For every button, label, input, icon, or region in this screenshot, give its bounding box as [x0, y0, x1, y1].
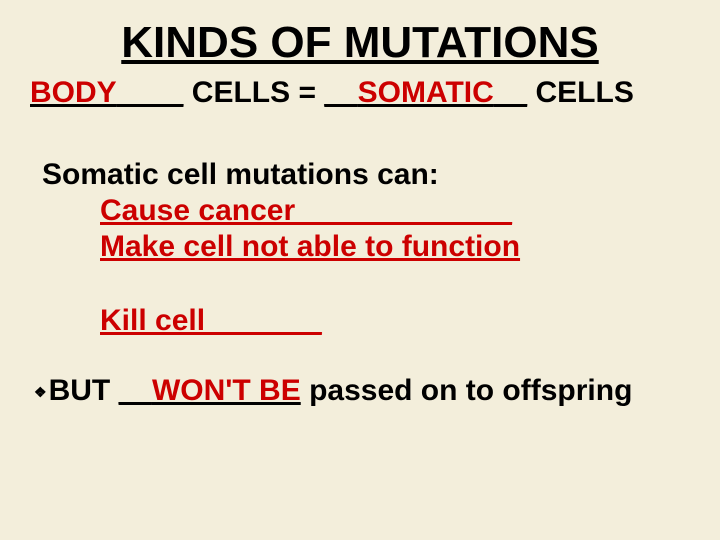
blank2-pad: __ — [494, 76, 527, 110]
blank3-lead: __ — [119, 374, 152, 408]
equals-text: CELLS = — [183, 76, 324, 109]
diamond-bullet-icon: ❖ — [34, 384, 47, 401]
blank2-fill: SOMATIC — [358, 76, 494, 109]
blank1-fill: BODY — [30, 76, 117, 109]
cells-suffix: CELLS — [527, 76, 634, 109]
blank3-fill: WON'T BE — [152, 374, 301, 407]
but-prefix: BUT — [49, 374, 119, 407]
list-item: Make cell not able to function — [100, 230, 690, 264]
blank2-lead: __ — [324, 76, 357, 110]
offspring-suffix: passed on to offspring — [301, 374, 633, 407]
blank1-pad: ____ — [117, 76, 184, 110]
list-item: Cause cancer_____________ — [100, 194, 690, 228]
footnote-line: ❖BUT __WON'T BE passed on to offspring — [34, 374, 690, 408]
slide-title: KINDS OF MUTATIONS — [30, 18, 690, 68]
list-item: Kill cell_______ — [100, 304, 690, 338]
definition-line: BODY____ CELLS = __SOMATIC__ CELLS — [30, 76, 690, 110]
section-intro: Somatic cell mutations can: — [42, 158, 690, 192]
